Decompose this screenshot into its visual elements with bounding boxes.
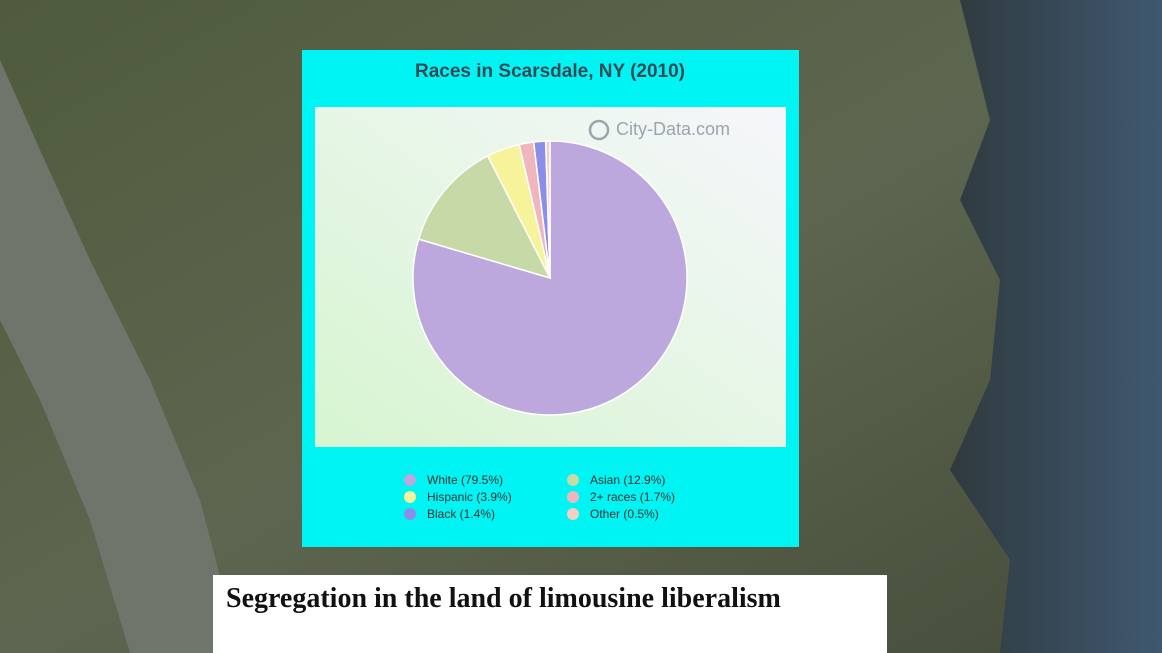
bay [950,0,1162,653]
chart-title: Races in Scarsdale, NY (2010) [415,61,685,82]
caption: Segregation in the land of limousine lib… [226,583,781,614]
watermark-icon [588,119,610,141]
caption-box: Segregation in the land of limousine lib… [213,575,887,653]
legend-swatch [567,474,579,486]
legend-label: 2+ races (1.7%) [590,490,675,504]
pie [412,140,688,416]
pie-slice [412,140,688,416]
legend-label: Other (0.5%) [590,507,659,521]
watermark: City-Data.com [616,119,730,139]
legend-label: Hispanic (3.9%) [427,490,512,504]
legend-label: Asian (12.9%) [590,473,665,487]
legend: White (79.5%) Asian (12.9%) Hispanic (3.9%… [404,473,675,521]
pie-slice [544,140,551,279]
legend-label: Black (1.4%) [427,507,495,521]
legend-swatch [567,508,579,520]
legend-swatch [404,474,416,486]
legend-label: White (79.5%) [427,473,503,487]
pie-slice [417,154,552,280]
legend-swatch [404,491,416,503]
river [0,60,240,653]
legend-swatch [567,491,579,503]
legend-swatch [404,508,416,520]
